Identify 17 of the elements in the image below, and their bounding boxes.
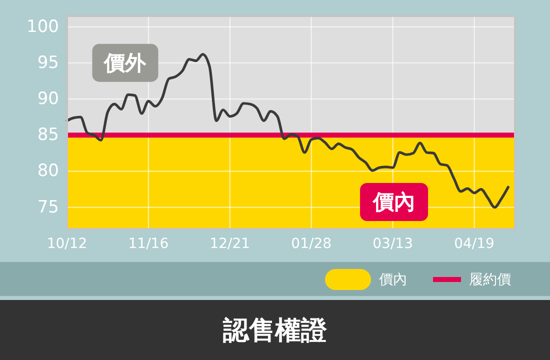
x-tick-label: 04/19 [454,236,494,252]
x-tick-label: 03/13 [372,236,413,252]
x-tick-label: 11/16 [128,236,169,252]
x-tick-label: 10/12 [46,236,88,252]
annotation: 價外 [103,50,148,75]
band-label: 價內 [372,190,416,214]
y-tick-label: 75 [37,197,59,218]
y-tick-label: 95 [37,52,59,73]
x-tick-label: 12/21 [210,236,250,252]
y-tick-label: 80 [37,161,59,182]
text: 認售權證 [222,316,328,346]
text: 價內 [379,272,407,288]
y-tick-label: 100 [26,16,59,37]
y-tick-label: 90 [37,89,59,110]
x-tick-label: 01/28 [291,236,332,252]
y-tick-label: 85 [37,125,59,146]
legend-label: 履約價 [469,272,511,288]
